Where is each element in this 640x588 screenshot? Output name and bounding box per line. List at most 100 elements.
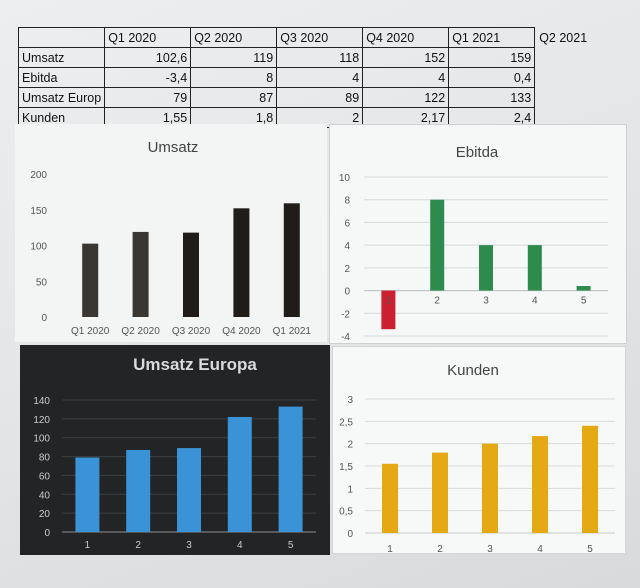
y-tick-label: 1 [347,484,353,495]
x-tick-label: 5 [581,296,587,307]
table-cell: 159 [448,47,536,68]
y-tick-label: 0 [44,528,50,539]
bar [582,425,598,533]
kunden-chart-panel: Kunden 0 0,5 1 1,5 2 2,5 3 1 2 3 4 5 [332,346,626,554]
y-tick-label: 20 [39,509,51,520]
table-cell: 4 [276,67,364,88]
bar [177,448,201,532]
bar [432,452,448,533]
y-tick-label: 120 [33,415,50,426]
x-tick-label: 5 [587,544,593,553]
y-tick-label: -4 [341,332,350,343]
x-tick-label: Q1 2020 [71,326,110,337]
umsatz-chart-panel: Umsatz 0 50 100 150 200 Q1 2020 Q2 2020 Q3 2020 Q… [15,124,327,342]
ebitda-chart-panel: Ebitda -4 -2 0 2 4 6 8 10 1 2 3 4 5 [329,124,627,344]
x-tick-label: 4 [532,296,538,307]
chart-title: Umsatz [148,139,199,156]
table-cell: 122 [362,87,450,108]
y-tick-label: 200 [30,170,47,181]
y-tick-label: 140 [33,396,50,407]
header-q1-2021: Q1 2021 [448,27,536,48]
x-tick-label: Q3 2020 [172,326,211,337]
y-tick-label: 150 [30,206,47,217]
bar [527,245,542,291]
table-cell: 8 [190,67,278,88]
header-q3-2020: Q3 2020 [276,27,364,48]
x-tick-label: 3 [186,540,192,551]
y-tick-label: 100 [33,434,50,445]
y-tick-label: 10 [339,173,351,184]
y-tick-label: 1,5 [339,462,353,473]
bar [233,208,250,317]
bar [183,232,199,317]
table-header-row: Q1 2020 Q2 2020 Q3 2020 Q4 2020 Q1 2021 … [17,27,595,48]
row-label: Umsatz Europ [17,87,106,108]
bar [283,203,300,317]
y-tick-label: 3 [347,395,353,406]
table-cell: 0,4 [448,67,536,88]
table-cell: 87 [190,87,278,108]
bar [479,245,493,291]
table-cell: 152 [362,47,450,68]
table-row: Umsatz Europ 79 87 89 122 133 [17,87,595,108]
header-q1-2020: Q1 2020 [104,27,192,48]
y-tick-label: -2 [341,309,350,320]
y-tick-label: 0,5 [339,507,353,518]
y-tick-label: 100 [30,242,47,253]
y-tick-label: 50 [36,277,48,288]
bar [382,463,398,533]
bar [82,243,99,317]
x-tick-label: 2 [437,544,443,553]
y-tick-label: 2,5 [339,417,353,428]
table-cell: 118 [276,47,364,68]
umsatz-europa-chart-panel: Umsatz Europa 0 20 40 60 80 100 120 140 1 2 3 4 5 [20,345,330,555]
umsatz-europa-chart: Umsatz Europa 0 20 40 60 80 100 120 140 1 2 3 4 5 [33,355,316,551]
y-tick-label: 80 [39,453,51,464]
x-tick-label: 5 [288,540,294,551]
x-tick-label: Q1 2021 [273,326,312,337]
x-tick-label: 2 [135,540,141,551]
bar [482,443,498,533]
x-tick-label: Q4 2020 [222,326,261,337]
y-tick-label: 60 [39,471,51,482]
bar [227,416,252,532]
table-cell: 79 [104,87,192,108]
table-cell: -3,4 [104,67,192,88]
x-tick-label: 1 [85,540,91,551]
bar [75,457,100,532]
x-tick-label: 4 [537,544,543,553]
table-row: Kunden 1,55 1,8 2 2,17 2,4 [17,107,595,128]
header-q2-2020: Q2 2020 [190,27,278,48]
table-corner-cell [17,27,106,48]
x-tick-label: 2 [434,296,440,307]
y-tick-label: 0 [41,313,47,324]
y-tick-label: 6 [344,218,350,229]
table-cell: 102,6 [104,47,192,68]
bar [576,286,591,291]
x-tick-label: 4 [237,540,243,551]
table-cell: 119 [190,47,278,68]
table-cell: 4 [362,67,450,88]
header-q4-2020: Q4 2020 [362,27,450,48]
header-q2-2021: Q2 2021 [539,30,588,45]
x-tick-label: Q2 2020 [121,326,160,337]
x-tick-label: 1 [386,296,392,307]
table-cell: 89 [276,87,364,108]
y-tick-label: 0 [347,529,353,540]
y-tick-label: 2 [347,440,353,451]
y-tick-label: 0 [344,287,350,298]
bar [430,199,445,291]
chart-title: Ebitda [456,144,499,161]
table-cell: 2,4 [448,107,536,128]
x-tick-label: 3 [483,296,489,307]
x-tick-label: 1 [387,544,393,553]
table-cell: 133 [448,87,536,108]
row-label: Umsatz [17,47,106,68]
x-tick-label: 3 [487,544,493,553]
y-tick-label: 4 [344,241,350,252]
y-tick-label: 8 [344,196,350,207]
bar [126,449,151,532]
table-row: Ebitda -3,4 8 4 4 0,4 [17,67,595,88]
y-tick-label: 2 [344,264,350,275]
